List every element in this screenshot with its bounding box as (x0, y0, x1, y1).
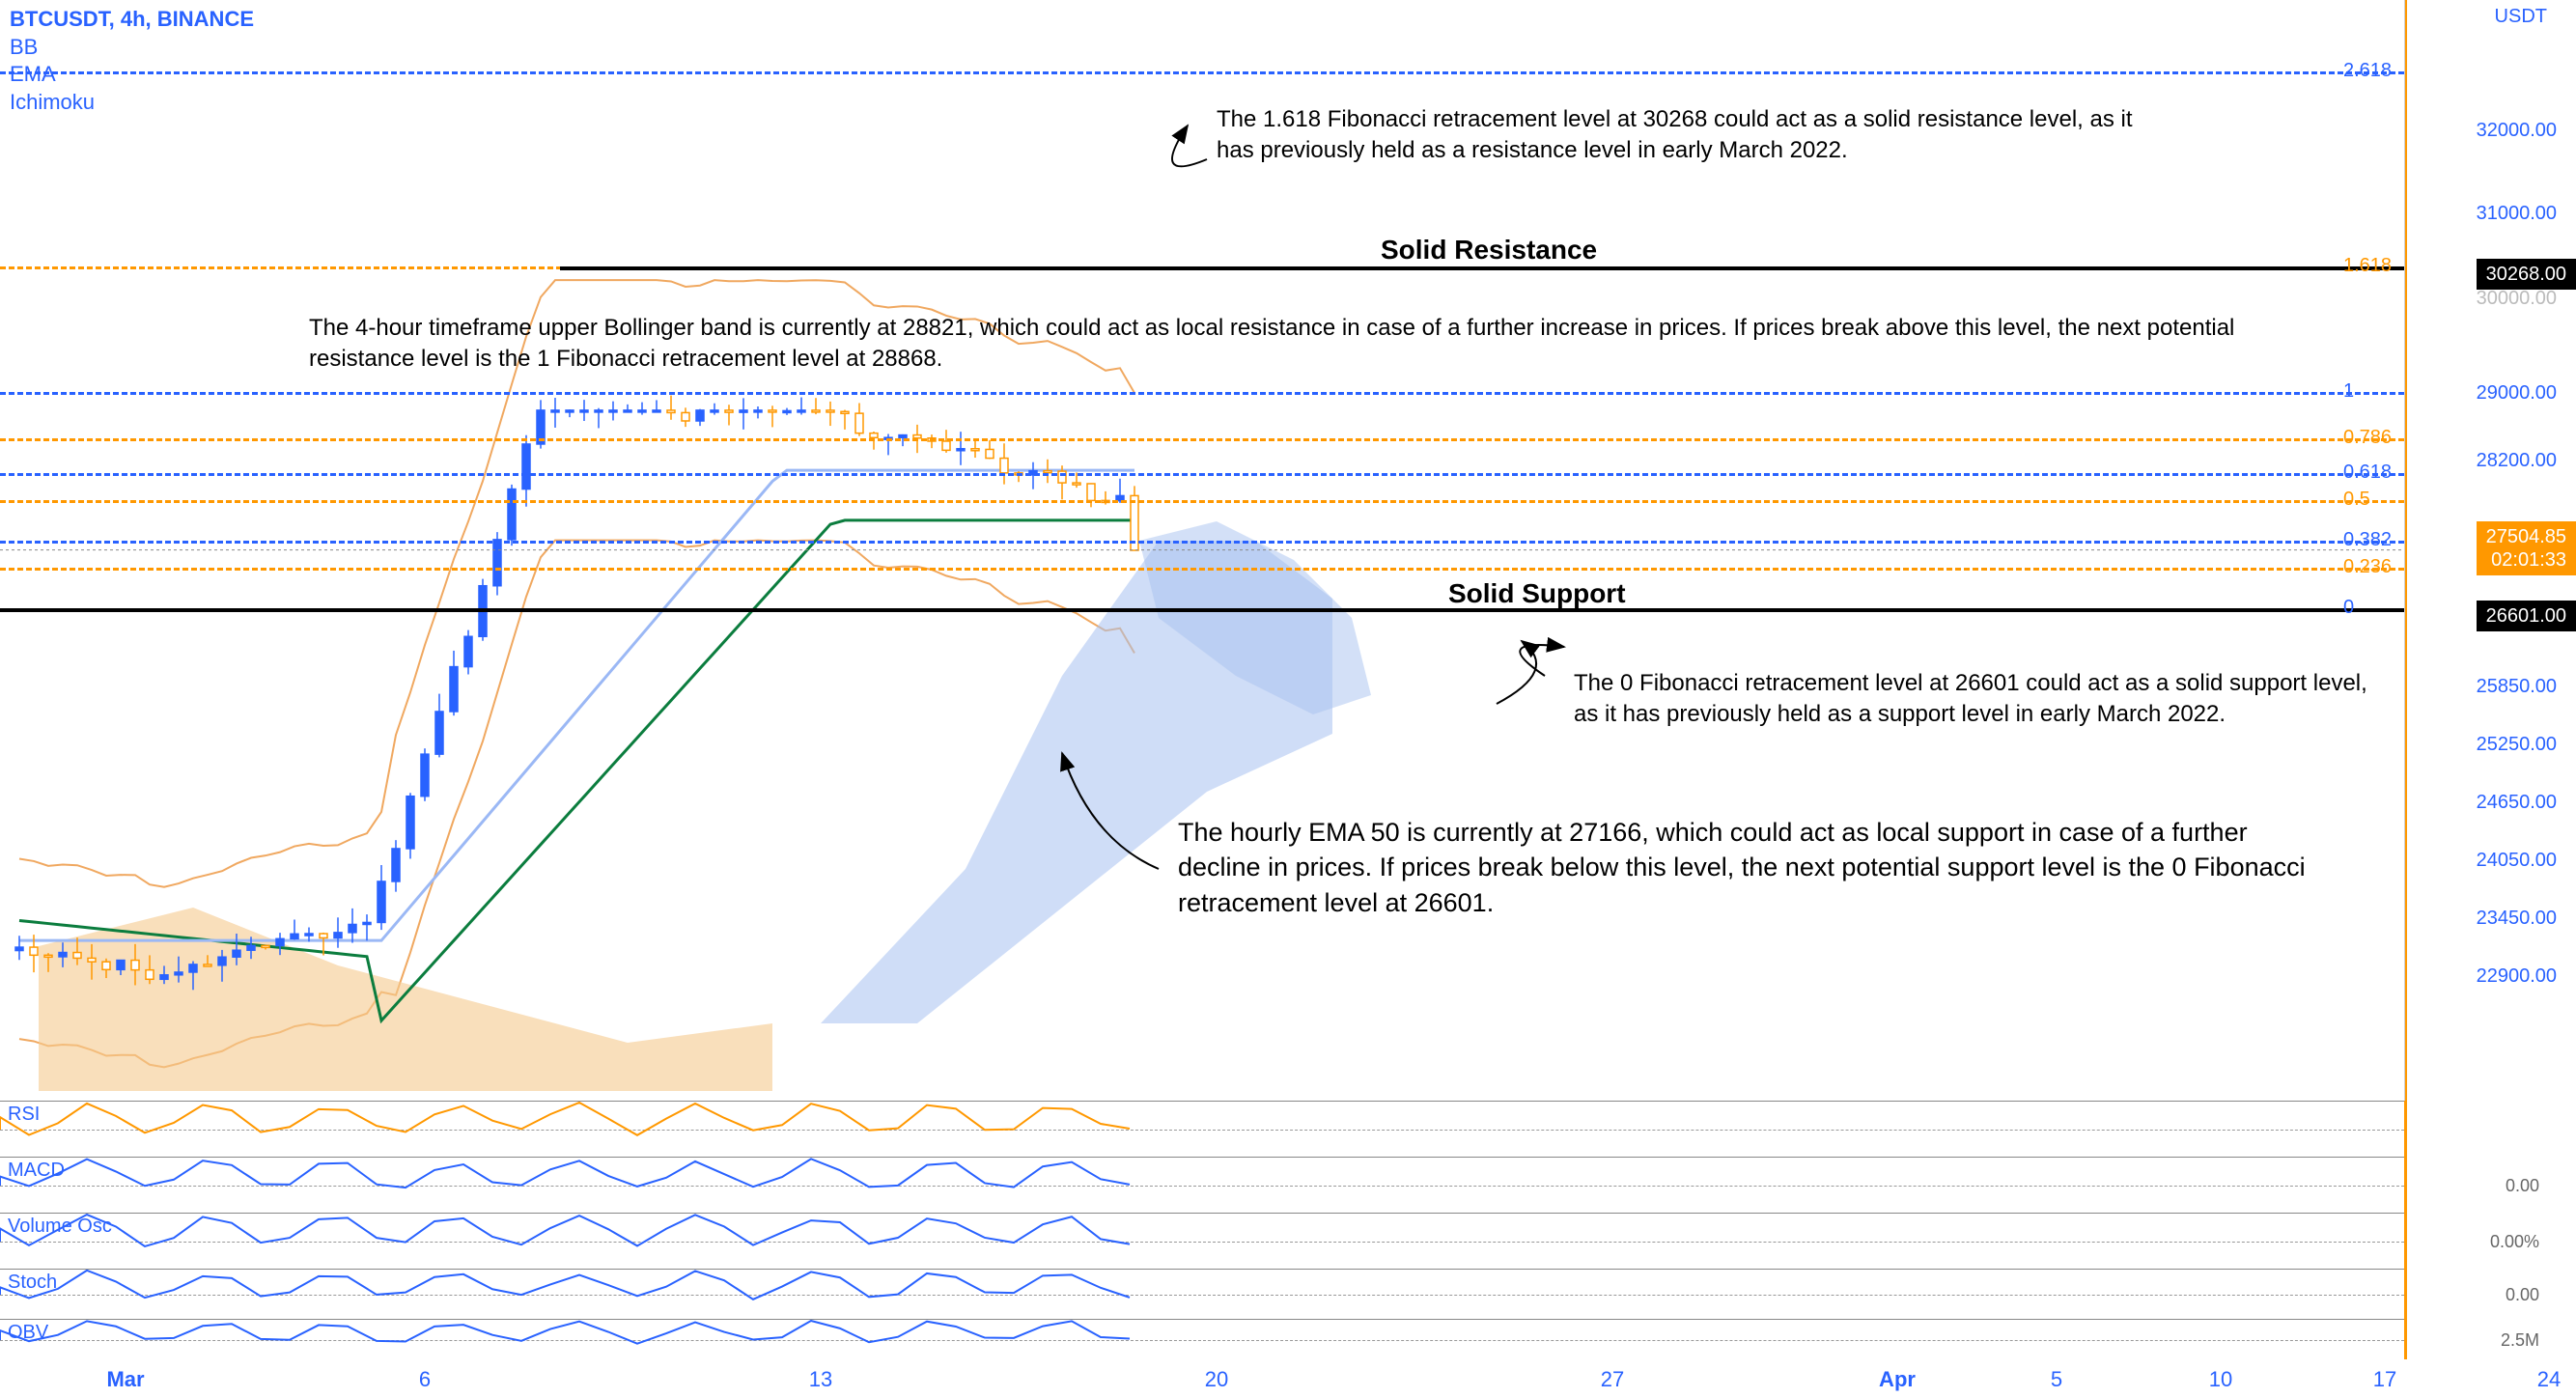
fib-line (0, 71, 2404, 74)
fib-line (0, 568, 2404, 571)
x-axis-label: 5 (2051, 1367, 2062, 1392)
y-axis-currency: USDT (2495, 6, 2547, 28)
price-tag: 30268.00 (2477, 259, 2576, 290)
x-axis-label: 13 (809, 1367, 832, 1392)
fib-line (0, 473, 2404, 476)
fib-label: 0.786 (2343, 427, 2392, 449)
fib-label: 1 (2343, 380, 2354, 403)
fib-label: 0.382 (2343, 529, 2392, 551)
fib-label: 2.618 (2343, 60, 2392, 82)
x-axis-label: Apr (1879, 1367, 1916, 1392)
y-axis-label: 25250.00 (2477, 734, 2557, 756)
indicator-value: 0.00 (2506, 1176, 2539, 1196)
indicator-panel-rsi[interactable]: RSI (0, 1101, 2404, 1157)
indicator-value: 2.5M (2501, 1330, 2539, 1351)
x-axis-label: 20 (1205, 1367, 1228, 1392)
x-axis-label: 6 (419, 1367, 431, 1392)
fib-label: 0.236 (2343, 556, 2392, 578)
y-axis-label: 32000.00 (2477, 120, 2557, 142)
indicator-panel-volume-osc[interactable]: Volume Osc0.00% (0, 1213, 2404, 1269)
indicator-value: 0.00 (2506, 1285, 2539, 1305)
y-axis-label: 24650.00 (2477, 792, 2557, 814)
annotation-bollinger-text: The 4-hour timeframe upper Bollinger ban… (309, 313, 2288, 376)
support-resistance-line (0, 608, 2404, 612)
y-axis-label: 24050.00 (2477, 850, 2557, 872)
x-axis-label: Mar (106, 1367, 144, 1392)
annotation-support-text: The 0 Fibonacci retracement level at 266… (1574, 668, 2375, 731)
x-axis-label: 17 (2373, 1367, 2396, 1392)
fib-line (0, 438, 2404, 441)
annotation-resistance-text: The 1.618 Fibonacci retracement level at… (1217, 104, 2143, 167)
y-axis-label: 23450.00 (2477, 908, 2557, 930)
y-axis-label: 29000.00 (2477, 382, 2557, 405)
fib-label: 0.618 (2343, 461, 2392, 484)
annotation-support-title: Solid Support (1448, 575, 1626, 612)
indicator-value: 0.00% (2490, 1232, 2539, 1252)
fib-label: 1.618 (2343, 255, 2392, 277)
indicator-panel-stoch[interactable]: Stoch0.00 (0, 1269, 2404, 1319)
y-axis-label: 25850.00 (2477, 676, 2557, 698)
fib-line (0, 541, 2404, 544)
x-axis: Mar 6 13 20 27 Apr 5 10 17 24 (0, 1359, 2576, 1398)
fib-label: 0.5 (2343, 489, 2370, 511)
annotation-ema-text: The hourly EMA 50 is currently at 27166,… (1178, 815, 2327, 920)
y-label-faded: 30000.00 (2477, 288, 2557, 310)
main-chart-area[interactable]: BTCUSDT, 4h, BINANCE BB EMA Ichimoku The… (0, 0, 2404, 1101)
fib-label: 0 (2343, 597, 2354, 619)
y-axis: USDT 32000.00 31000.00 29000.00 28200.00 258… (2404, 0, 2576, 1101)
indicator-panel-macd[interactable]: MACD0.00 (0, 1157, 2404, 1213)
annotation-resistance-title: Solid Resistance (1381, 232, 1597, 268)
price-tag: 26601.00 (2477, 601, 2576, 631)
x-axis-label: 24 (2537, 1367, 2561, 1392)
x-axis-label: 27 (1601, 1367, 1624, 1392)
price-tag: 27504.8502:01:33 (2477, 521, 2576, 575)
x-axis-label: 10 (2209, 1367, 2232, 1392)
fib-line (0, 392, 2404, 395)
indicator-panel-obv[interactable]: OBV2.5M (0, 1319, 2404, 1359)
fib-line (0, 500, 2404, 503)
y-axis-label: 22900.00 (2477, 965, 2557, 988)
y-axis-label: 31000.00 (2477, 203, 2557, 225)
y-axis-label: 28200.00 (2477, 450, 2557, 472)
